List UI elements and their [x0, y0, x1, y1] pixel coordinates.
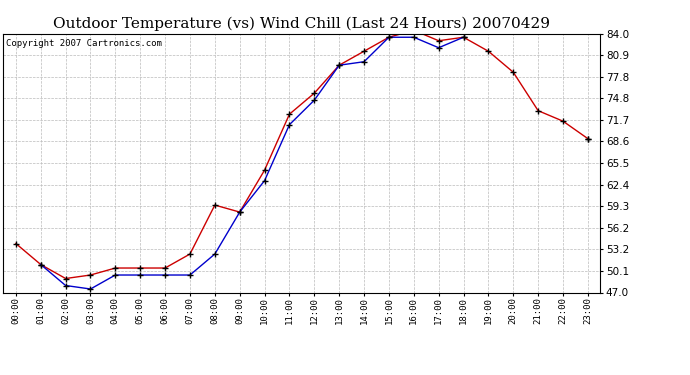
- Text: Copyright 2007 Cartronics.com: Copyright 2007 Cartronics.com: [6, 39, 162, 48]
- Title: Outdoor Temperature (vs) Wind Chill (Last 24 Hours) 20070429: Outdoor Temperature (vs) Wind Chill (Las…: [53, 17, 551, 31]
